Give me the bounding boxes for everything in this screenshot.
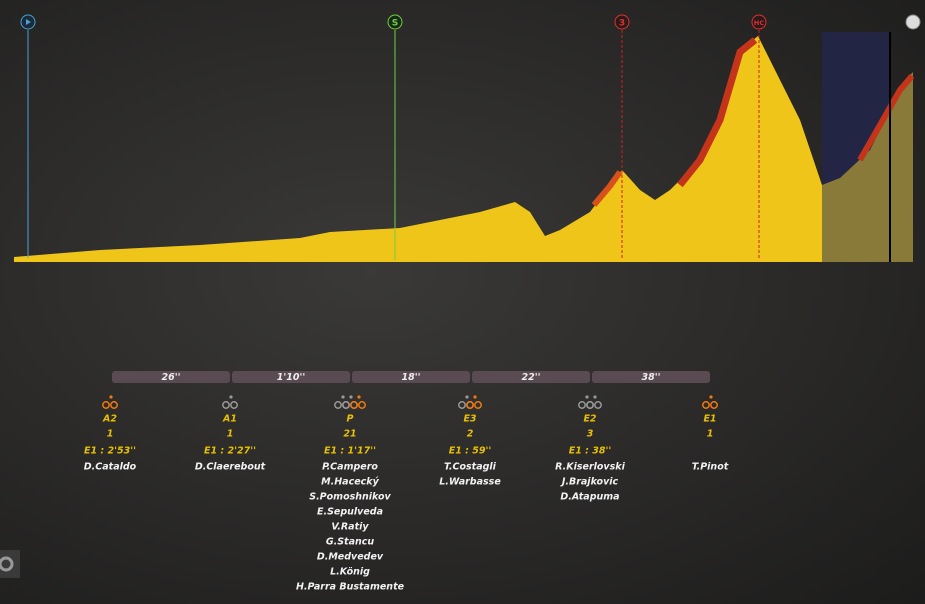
rider-name: L.Warbasse bbox=[439, 477, 501, 488]
rider-name: L.König bbox=[330, 567, 370, 578]
gap-time: 22'' bbox=[521, 372, 540, 383]
profile: S 3 HC bbox=[0, 14, 921, 578]
gap-bar bbox=[352, 371, 470, 383]
rider-icon bbox=[102, 401, 110, 409]
rider-name: G.Stancu bbox=[326, 537, 375, 548]
rider-icon bbox=[585, 395, 589, 399]
rider-icon bbox=[229, 395, 233, 399]
rider-name: S.Pomoshnikov bbox=[309, 492, 391, 503]
rider-icon bbox=[342, 401, 350, 409]
group-count: 2 bbox=[467, 429, 474, 440]
gap-bar bbox=[592, 371, 710, 383]
group-count: 3 bbox=[587, 429, 594, 440]
sprint-icon bbox=[387, 14, 403, 30]
rider-name: H.Parra Bustamente bbox=[296, 582, 405, 593]
climb-icon bbox=[751, 14, 767, 30]
start-icon-arrow bbox=[26, 19, 31, 25]
rider-icon bbox=[473, 395, 477, 399]
group-time: E1 : 38'' bbox=[569, 446, 612, 457]
rider-name: D.Claerebout bbox=[195, 462, 266, 473]
group-count: 1 bbox=[107, 429, 114, 440]
rider-name: V.Ratiy bbox=[331, 522, 369, 533]
gap-time: 18'' bbox=[401, 372, 420, 383]
rider-icon bbox=[357, 395, 361, 399]
rider-icon bbox=[465, 395, 469, 399]
rider-name: M.Hacecký bbox=[321, 477, 379, 488]
rider-icon bbox=[341, 395, 345, 399]
rider-icon bbox=[230, 401, 238, 409]
rider-icon bbox=[710, 401, 718, 409]
rider-icon bbox=[222, 401, 230, 409]
rider-name: T.Costagli bbox=[444, 462, 497, 473]
group-label: A2 bbox=[102, 414, 117, 425]
rider-icon bbox=[109, 395, 113, 399]
rider-icon bbox=[110, 401, 118, 409]
rider-icon bbox=[350, 401, 358, 409]
climb-icon bbox=[614, 14, 630, 30]
settings-button[interactable] bbox=[0, 550, 20, 578]
rider-name: E.Sepulveda bbox=[317, 507, 383, 518]
gap-time: 26'' bbox=[161, 372, 180, 383]
rider-name: D.Medvedev bbox=[317, 552, 384, 563]
gap-bar bbox=[232, 371, 350, 383]
rider-name: J.Brajkovic bbox=[560, 477, 619, 488]
group-label: E1 bbox=[703, 414, 716, 425]
rider-name: T.Pinot bbox=[692, 462, 729, 473]
climb-color bbox=[591, 170, 623, 207]
group-time: E1 : 2'53'' bbox=[84, 446, 136, 457]
group-time: E1 : 2'27'' bbox=[204, 446, 256, 457]
group-label: E3 bbox=[463, 414, 476, 425]
gap-time: 38'' bbox=[641, 372, 660, 383]
rider-icon bbox=[593, 395, 597, 399]
rider-name: D.Atapuma bbox=[560, 492, 619, 503]
rider-name: R.Kiserlovski bbox=[555, 462, 625, 473]
gap-bar bbox=[472, 371, 590, 383]
gap-bar bbox=[112, 371, 230, 383]
group-count: 21 bbox=[343, 429, 356, 440]
group-count: 1 bbox=[707, 429, 714, 440]
rider-name: D.Cataldo bbox=[84, 462, 137, 473]
group-label: A1 bbox=[222, 414, 237, 425]
rider-icon bbox=[466, 401, 474, 409]
finish-icon bbox=[905, 14, 921, 30]
settings-icon[interactable] bbox=[0, 556, 14, 572]
group-count: 1 bbox=[227, 429, 234, 440]
rider-icon bbox=[458, 401, 466, 409]
marker-label: S bbox=[392, 19, 398, 29]
group-label: P bbox=[347, 414, 354, 425]
rider-icon bbox=[578, 401, 586, 409]
climb-color bbox=[677, 37, 758, 188]
profile-area bbox=[14, 36, 822, 262]
group-time: E1 : 1'17'' bbox=[324, 446, 376, 457]
rider-icon bbox=[594, 401, 602, 409]
rider-icon bbox=[358, 401, 366, 409]
rider-icon bbox=[334, 401, 342, 409]
rider-icon bbox=[474, 401, 482, 409]
rider-icon bbox=[586, 401, 594, 409]
rider-icon bbox=[349, 395, 353, 399]
gap-time: 1'10'' bbox=[277, 372, 306, 383]
marker-label: 3 bbox=[619, 19, 625, 29]
group-time: E1 : 59'' bbox=[449, 446, 492, 457]
marker-label: HC bbox=[754, 19, 764, 27]
rider-icon bbox=[702, 401, 710, 409]
rider-icon bbox=[709, 395, 713, 399]
rider-name: P.Campero bbox=[322, 462, 378, 473]
group-label: E2 bbox=[583, 414, 596, 425]
